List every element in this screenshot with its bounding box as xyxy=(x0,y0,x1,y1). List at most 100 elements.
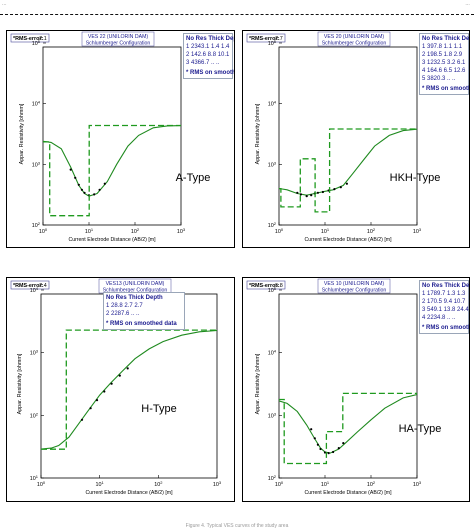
ves-panel-h-type: *RMS-error: 2.4 VES13 (UNILORIN DAM) Schlum… xyxy=(6,277,235,502)
plot-area xyxy=(278,293,418,479)
observed-point xyxy=(89,407,92,410)
layer-table-row: 1 1789.7 1.3 1.3 xyxy=(422,291,466,297)
x-tick-label: 101 xyxy=(96,480,105,488)
x-axis-label: Current Electrode Distance (AB/2) [m] xyxy=(68,237,156,243)
layer-table-row: 2 198.5 1.8 2.9 xyxy=(422,52,463,58)
chart-svg: *RMS-error:2.7 VES 20 (UNILORIN DAM)Schlu… xyxy=(246,31,440,243)
y-tick-label: 103 xyxy=(32,160,41,168)
layer-parameter-table: No Res Thick Depth 1 28.8 2.7 2.7 2 2287.6… xyxy=(103,292,185,330)
observed-point xyxy=(337,447,340,450)
panel-title: VES 22 (UNILORIN DAM) xyxy=(88,34,149,40)
observed-point xyxy=(319,447,322,451)
observed-point xyxy=(332,450,335,454)
x-tick-label: 103 xyxy=(413,480,422,488)
header-left-text: ... xyxy=(2,1,7,7)
observed-point xyxy=(126,367,129,370)
rms-value: 2.4 xyxy=(39,283,47,289)
observed-point xyxy=(305,195,308,198)
rms-label: *RMS-error: xyxy=(249,36,279,42)
rms-error-box: *RMS-error:2.1 xyxy=(10,33,50,43)
rms-value: 2.1 xyxy=(39,36,47,42)
rms-label: *RMS-error: xyxy=(249,283,279,289)
ves-panel-hkh-type: *RMS-error: 2.7 VES 20 (UNILORIN DAM) Schlu… xyxy=(242,30,470,248)
observed-point xyxy=(98,188,101,191)
rms-smoothed-note: * RMS on smoothed data xyxy=(422,325,469,331)
rms-label: *RMS-error: xyxy=(13,283,43,289)
y-tick-label: 102 xyxy=(32,221,41,229)
y-tick-label: 103 xyxy=(268,160,277,168)
chart-svg: *RMS-error:5.8 VES 10 (UNILORIN DAM)Schlu… xyxy=(246,278,441,496)
ves-panel-ha-type: *RMS-error: 5.8 VES 10 (UNILORIN DAM) Schlu… xyxy=(242,277,470,502)
x-tick-label: 103 xyxy=(413,227,422,235)
panel-subtitle: Schlumberger Configuration xyxy=(322,288,387,294)
observed-point xyxy=(339,186,342,189)
layer-model-line xyxy=(279,128,417,213)
x-tick-label: 100 xyxy=(275,480,284,488)
fitted-curve-line xyxy=(279,128,417,196)
x-tick-label: 103 xyxy=(177,227,186,235)
layer-model-line xyxy=(43,124,181,217)
y-tick-label: 104 xyxy=(268,100,277,108)
rms-smoothed-note: * RMS on smoothed data xyxy=(422,86,469,92)
panel-title: VES13 (UNILORIN DAM) xyxy=(106,281,165,287)
rms-smoothed-note: * RMS on smoothed data xyxy=(106,321,177,327)
x-tick-label: 103 xyxy=(213,480,222,488)
observed-point xyxy=(313,437,316,440)
x-tick-label: 102 xyxy=(367,480,376,488)
y-tick-label: 105 xyxy=(32,39,41,47)
panel-subtitle: Schlumberger Configuration xyxy=(322,41,387,47)
panel-title-box: VES 20 (UNILORIN DAM)Schlumberger Config… xyxy=(317,31,391,47)
curve-type-label: A-Type xyxy=(176,172,211,184)
rms-smoothed-note: * RMS on smoothed data xyxy=(186,70,234,76)
y-tick-label: 103 xyxy=(30,349,39,357)
chart-svg: *RMS-error:2.1 VES 22 (UNILORIN DAM)Schlu… xyxy=(10,31,211,243)
layer-table-row: 2 2287.6 .. .. xyxy=(106,311,140,317)
panel-subtitle: Schlumberger Configuration xyxy=(86,41,151,47)
observed-point xyxy=(345,182,348,185)
plot-area xyxy=(42,46,182,226)
layer-table-row: 1 397.8 1.1 1.1 xyxy=(422,44,463,50)
title-frame xyxy=(317,278,391,294)
layer-table-row: 1 2343.1 1.4 1.4 xyxy=(186,44,230,50)
panel-title-box: VES 10 (UNILORIN DAM)Schlumberger Config… xyxy=(317,278,391,294)
observed-point xyxy=(95,399,99,402)
layer-parameter-table: No Res Thick Depth 1 1789.7 1.3 1.3 2 170.… xyxy=(419,280,469,334)
layer-table-row: 3 1232.5 3.2 6.1 xyxy=(422,60,466,66)
y-tick-label: 105 xyxy=(268,39,277,47)
x-tick-label: 100 xyxy=(37,480,46,488)
rms-value: 5.8 xyxy=(275,283,283,289)
layer-table-row: 3 549.1 13.8 24.4 xyxy=(422,307,469,313)
observed-point xyxy=(103,182,106,185)
x-tick-label: 102 xyxy=(131,227,140,235)
y-axis-label: Appar. Resistivity [ohmm] xyxy=(255,353,261,414)
layer-table-row: 2 142.6 8.8 10.1 xyxy=(186,52,230,58)
observed-point xyxy=(310,428,313,431)
panel-title: VES 20 (UNILORIN DAM) xyxy=(324,34,385,40)
observed-point xyxy=(316,443,319,446)
y-tick-label: 102 xyxy=(268,221,277,229)
y-axis-label: Appar. Resistivity [ohmm] xyxy=(255,103,261,164)
observed-point xyxy=(103,390,106,393)
rms-error-box: *RMS-error:5.8 xyxy=(246,280,286,290)
observed-point xyxy=(321,190,324,194)
observed-point xyxy=(323,451,327,454)
observed-point xyxy=(310,194,313,197)
rms-box-frame xyxy=(246,33,286,43)
x-tick-label: 101 xyxy=(321,480,330,488)
curve-type-label: H-Type xyxy=(141,403,176,415)
observed-point xyxy=(83,191,86,194)
y-axis-label: Appar. Resistivity [ohmm] xyxy=(19,103,25,164)
layer-table-row: 2 170.5 9.4 10.7 xyxy=(422,299,466,305)
x-axis-label: Current Electrode Distance (AB/2) [m] xyxy=(85,490,173,496)
x-tick-label: 100 xyxy=(275,227,284,235)
x-axis-label: Current Electrode Distance (AB/2) [m] xyxy=(304,490,392,496)
layer-table-header: No Res Thick Depth xyxy=(186,36,234,42)
header-divider xyxy=(0,14,474,15)
y-tick-label: 104 xyxy=(268,349,277,357)
y-tick-label: 105 xyxy=(268,286,277,294)
rms-box-frame xyxy=(246,280,286,290)
panel-title-box: VES 22 (UNILORIN DAM)Schlumberger Config… xyxy=(81,31,155,47)
observed-point xyxy=(296,191,299,194)
panel-title: VES 10 (UNILORIN DAM) xyxy=(324,281,385,287)
layer-table-header: No Res Thick Depth xyxy=(422,36,470,42)
